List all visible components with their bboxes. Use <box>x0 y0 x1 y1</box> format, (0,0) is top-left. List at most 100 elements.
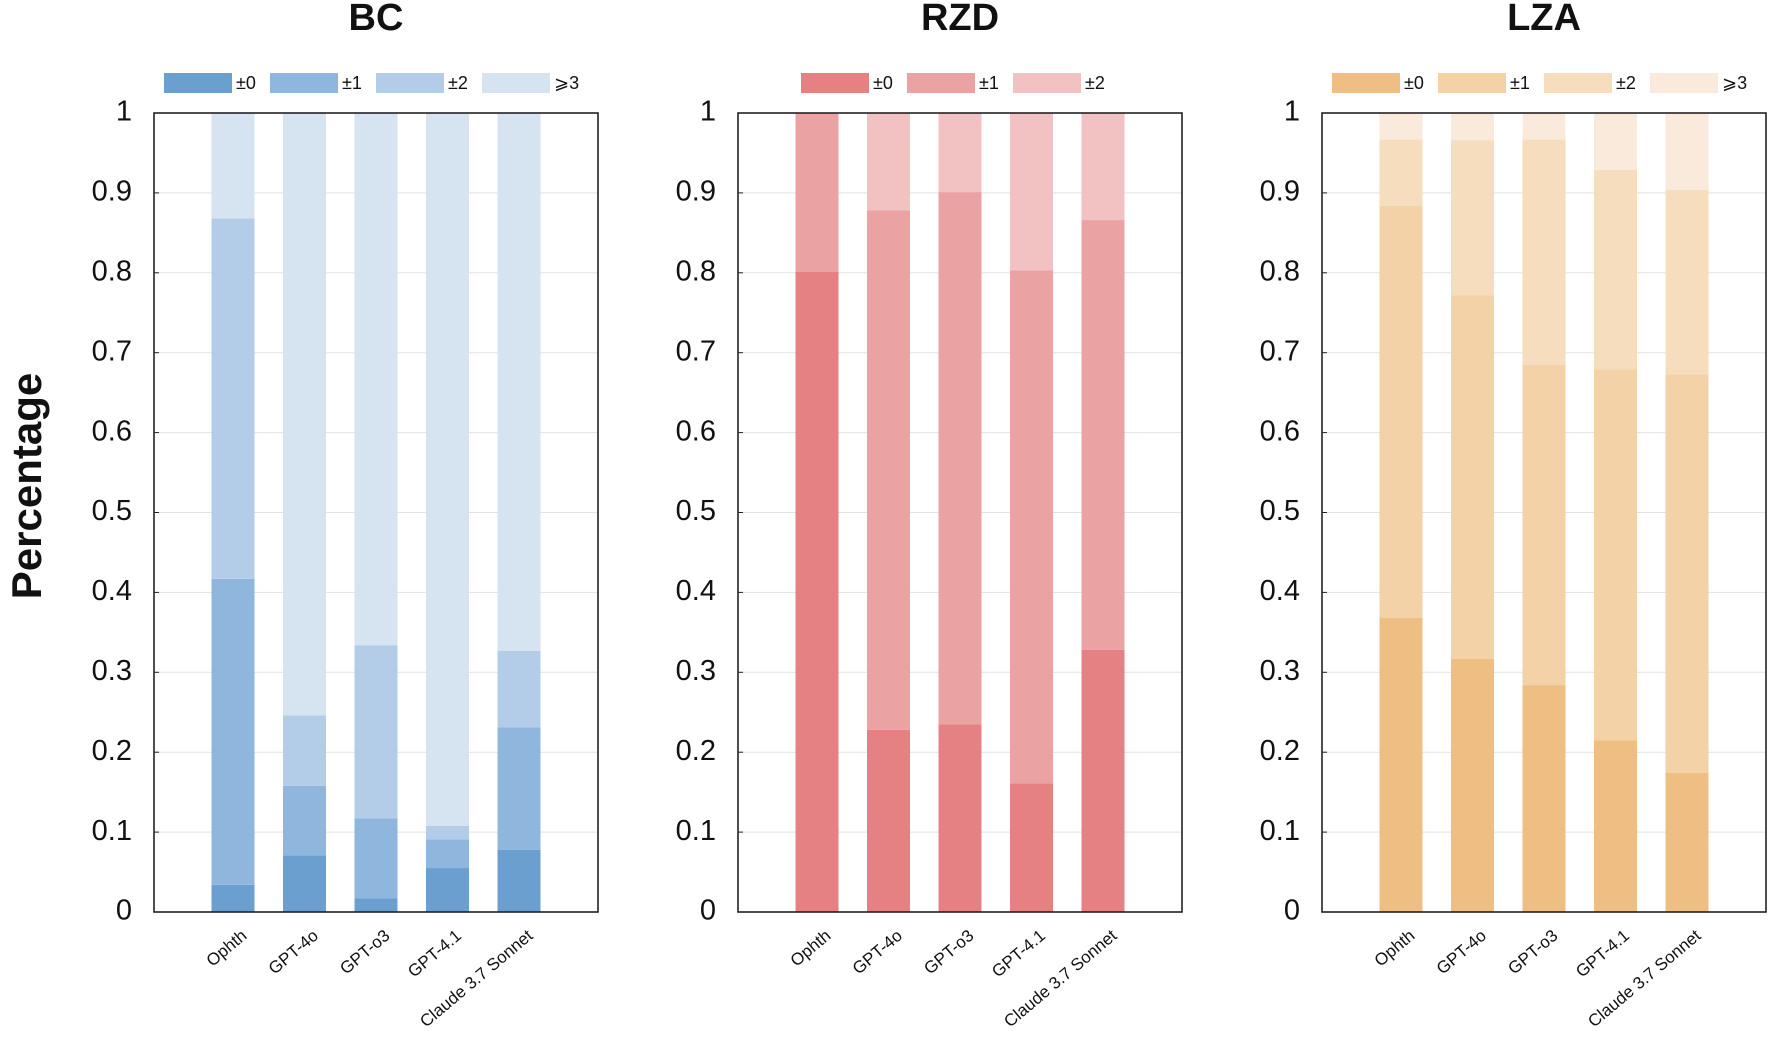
y-tick-label: 0 <box>700 895 716 927</box>
legend-label: ±0 <box>1404 73 1424 93</box>
bar-segment <box>1081 220 1125 650</box>
y-tick-label: 1 <box>1284 96 1300 128</box>
y-tick-label: 0.8 <box>1260 255 1300 287</box>
bar-segment <box>1081 113 1125 221</box>
bar-segment <box>211 884 255 912</box>
y-tick-label: 0.7 <box>1260 335 1300 367</box>
legend-label: ±1 <box>979 73 999 93</box>
bar-segment <box>354 818 398 899</box>
bar-segment <box>1522 364 1566 686</box>
plot-frame <box>153 112 599 913</box>
bar-segment <box>938 724 982 912</box>
bar-segment <box>1665 113 1709 190</box>
bar-segment <box>938 113 982 193</box>
bar-segment <box>1522 685 1566 912</box>
legend-label: ±0 <box>873 73 893 93</box>
y-tick-label: 0.8 <box>676 255 716 287</box>
bar-segment <box>1665 374 1709 773</box>
legend-label: ±0 <box>236 73 256 93</box>
legend-label: ±1 <box>1510 73 1530 93</box>
bar-segment <box>1379 139 1423 206</box>
bar-segment <box>1010 270 1053 784</box>
y-tick-label: 1 <box>116 96 132 128</box>
bar-segment <box>1451 113 1494 141</box>
bar-segment <box>211 578 255 885</box>
bar-segment <box>1379 113 1423 140</box>
legend-swatch <box>270 73 338 93</box>
bar-segment <box>354 898 398 912</box>
bar-segment <box>211 218 255 579</box>
y-tick-label: 0.3 <box>92 655 132 687</box>
bar-segment <box>497 113 541 651</box>
y-tick-label: 0.7 <box>676 335 716 367</box>
bar-segment <box>426 868 469 912</box>
bar-segment <box>211 113 255 219</box>
legend-label: ⩾3 <box>1722 73 1747 93</box>
legend-swatch <box>1013 73 1081 93</box>
bar-segment <box>867 113 910 211</box>
bar-segment <box>867 210 910 730</box>
plot-frame <box>737 112 1183 913</box>
plot-frame <box>1321 112 1767 913</box>
bar-segment <box>795 272 839 913</box>
legend-swatch <box>1544 73 1612 93</box>
bar-segment <box>354 645 398 819</box>
y-tick-label: 0.9 <box>92 176 132 208</box>
bar-segment <box>1665 772 1709 912</box>
legend-swatch <box>907 73 975 93</box>
y-tick-label: 0.7 <box>92 335 132 367</box>
bar-segment <box>1010 783 1053 912</box>
bar-segment <box>497 849 541 912</box>
legend-label: ±2 <box>1616 73 1636 93</box>
bar-segment <box>1451 658 1494 912</box>
bar-segment <box>1594 113 1637 170</box>
y-tick-label: 0.2 <box>1260 735 1300 767</box>
y-tick-label: 0.2 <box>676 735 716 767</box>
legend-swatch <box>1438 73 1506 93</box>
legend-swatch <box>376 73 444 93</box>
bar-segment <box>1594 740 1637 912</box>
y-axis-label: Percentage <box>3 373 50 599</box>
bar-segment <box>1379 617 1423 912</box>
y-tick-label: 0.4 <box>92 575 132 607</box>
y-tick-label: 0.5 <box>1260 495 1300 527</box>
bar-segment <box>497 727 541 850</box>
bar-segment <box>1081 649 1125 912</box>
chart-title: RZD <box>921 0 999 39</box>
bar-segment <box>1594 169 1637 370</box>
legend-swatch <box>801 73 869 93</box>
y-tick-label: 0.1 <box>1260 815 1300 847</box>
bar-segment <box>1379 205 1423 618</box>
bar-segment <box>1451 140 1494 296</box>
bar-segment <box>283 785 326 856</box>
y-tick-label: 0.2 <box>92 735 132 767</box>
legend-label: ±2 <box>1085 73 1105 93</box>
bar-segment <box>283 715 326 786</box>
bar-segment <box>1594 369 1637 741</box>
legend-swatch <box>1650 73 1718 93</box>
bar-segment <box>867 729 910 912</box>
legend-label: ⩾3 <box>554 73 579 93</box>
legend-label: ±2 <box>448 73 468 93</box>
bar-segment <box>795 113 839 273</box>
y-tick-label: 0.3 <box>676 655 716 687</box>
y-tick-label: 1 <box>700 96 716 128</box>
y-tick-label: 0 <box>116 895 132 927</box>
y-tick-label: 0.4 <box>676 575 716 607</box>
bar-segment <box>354 113 398 646</box>
y-tick-label: 0.6 <box>1260 415 1300 447</box>
bar-segment <box>497 650 541 728</box>
y-tick-label: 0.9 <box>1260 176 1300 208</box>
y-tick-label: 0.9 <box>676 176 716 208</box>
chart-title: LZA <box>1507 0 1581 39</box>
y-tick-label: 0.3 <box>1260 655 1300 687</box>
bar-segment <box>426 113 469 826</box>
legend-label: ±1 <box>342 73 362 93</box>
y-tick-label: 0.8 <box>92 255 132 287</box>
y-tick-label: 0.4 <box>1260 575 1300 607</box>
legend-swatch <box>1332 73 1400 93</box>
y-tick-label: 0.5 <box>92 495 132 527</box>
chart-title: BC <box>349 0 404 39</box>
bar-segment <box>283 113 326 716</box>
